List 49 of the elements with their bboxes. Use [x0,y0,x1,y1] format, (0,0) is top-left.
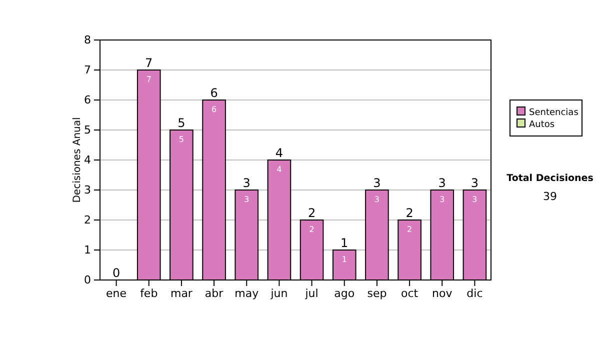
x-tick-label: sep [367,286,387,300]
total-label: 1 [340,236,348,250]
x-tick-label: ene [106,286,127,300]
x-tick-label: jun [270,286,288,300]
y-tick-label: 4 [84,154,91,167]
total-label: 3 [438,176,446,190]
x-tick-label: abr [204,286,224,300]
total-label: 2 [308,206,316,220]
y-tick-label: 6 [84,94,91,107]
text: 39 [543,190,557,203]
data-label: 3 [440,195,445,204]
data-label: 3 [244,195,250,204]
legend-label: Autos [529,120,555,130]
data-label: 2 [406,225,412,234]
total-label: 0 [112,266,120,280]
x-tick-label: jul [304,286,318,300]
total-label: 6 [210,86,218,100]
total-label: 2 [406,206,414,220]
x-tick-label: nov [432,286,453,300]
legend-label: Sentencias [529,108,579,118]
x-tick-label: may [234,286,260,300]
data-label: 2 [309,225,314,234]
x-tick-label: feb [140,286,158,300]
x-tick-label: dic [466,286,483,300]
total-label: 3 [242,176,250,190]
y-axis-title: Decisiones Anual [72,117,83,203]
y-tick-label: 0 [84,274,91,287]
text: Total Decisiones [506,173,594,184]
data-label: 6 [211,105,217,114]
total-label: 3 [373,176,381,190]
x-tick-label: ago [334,286,355,300]
y-tick-label: 2 [84,214,91,227]
data-label: 1 [342,255,347,264]
data-label: 7 [146,75,152,84]
y-tick-label: 3 [84,184,91,197]
total-label: 4 [275,146,284,160]
total-label: 5 [178,116,186,130]
x-tick-label: mar [170,286,193,300]
data-label: 3 [472,195,478,204]
data-label: 3 [374,195,380,204]
x-tick-label: oct [400,286,419,300]
total-label: 3 [470,176,479,190]
total-label: 7 [145,56,153,70]
y-tick-label: 7 [84,64,91,77]
y-tick-label: 5 [84,124,91,137]
data-label: 4 [276,165,282,174]
data-label: 5 [178,135,184,144]
y-tick-label: 1 [84,244,91,257]
y-tick-label: 8 [84,34,91,47]
